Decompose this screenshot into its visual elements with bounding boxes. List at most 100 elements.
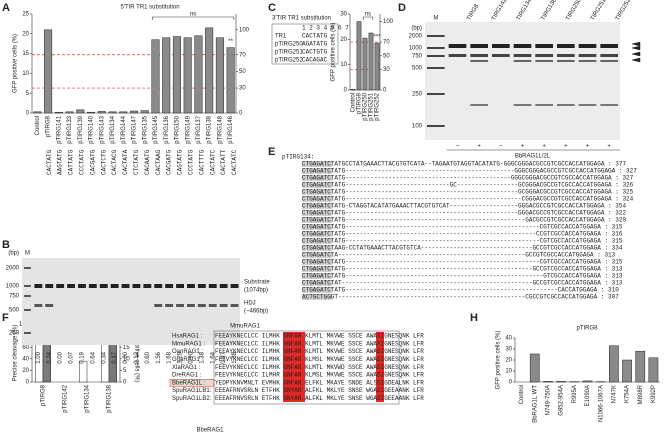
panel-label: C bbox=[268, 2, 276, 14]
ratio: 1.00 bbox=[36, 351, 42, 363]
band bbox=[67, 284, 75, 288]
alignment-row: CTGAGATCTATG----------------------------… bbox=[302, 266, 623, 273]
sequence: AAGTATG bbox=[57, 149, 64, 175]
bar bbox=[44, 29, 53, 114]
sequence: CACGATG bbox=[89, 149, 96, 175]
y-tick-label: 0 bbox=[26, 111, 30, 117]
band bbox=[187, 304, 195, 307]
column-highlight bbox=[376, 332, 384, 402]
band bbox=[197, 304, 206, 307]
band bbox=[492, 44, 510, 48]
band bbox=[197, 284, 206, 288]
highlight bbox=[302, 182, 332, 188]
y-axis-label: Precise cleavage (%) bbox=[13, 325, 19, 382]
sequence: CACTATC bbox=[209, 149, 216, 175]
x-tick-label: pTIRG140 bbox=[89, 115, 95, 143]
y2-tick-label: 0 bbox=[383, 88, 387, 94]
sign: + bbox=[586, 144, 590, 150]
x-tick-label: pTIRG142 bbox=[63, 384, 69, 412]
bar bbox=[119, 111, 128, 114]
x-tick-label: pTIRG134 bbox=[110, 115, 116, 143]
bar bbox=[609, 345, 619, 383]
ratio: 0.12 bbox=[134, 351, 140, 363]
x-tick-label: Control bbox=[35, 116, 41, 135]
y2-tick-label: 70 bbox=[383, 40, 390, 46]
inset-seq: CACTGTG bbox=[302, 49, 328, 56]
inset-name: pTIRG250 bbox=[275, 42, 303, 48]
x-tick-label: Control bbox=[351, 93, 357, 112]
bar bbox=[97, 111, 106, 114]
ratio: 0.07 bbox=[69, 351, 75, 363]
lane-label: TIRG250 bbox=[565, 0, 583, 22]
x-tick-label: N1066-1067A bbox=[598, 385, 604, 422]
gel-label: Substrate bbox=[244, 280, 270, 286]
ladder-label: 1000 bbox=[6, 284, 20, 290]
inset-box bbox=[271, 23, 339, 65]
x-tick-label: K992P bbox=[651, 385, 657, 403]
bar bbox=[140, 110, 149, 114]
y-tick-label: 5 bbox=[26, 91, 30, 97]
highlight bbox=[302, 245, 332, 251]
x-tick-label: pTIRG143 bbox=[99, 115, 105, 143]
species: HsaRAG1 : bbox=[172, 334, 203, 340]
y-tick-label: 10 bbox=[340, 62, 347, 68]
alignment-row: CTGAGATCTAT-----------------------------… bbox=[302, 280, 623, 287]
band bbox=[492, 54, 510, 57]
band bbox=[578, 54, 597, 57]
alignment-row: CTGAGATCTAAG-CCTATGAAACTTACGTGTCA-------… bbox=[302, 245, 623, 252]
band bbox=[165, 304, 174, 307]
y-tick-label: 0 bbox=[344, 88, 348, 94]
species: XlaRAG1 : bbox=[172, 365, 201, 371]
ladder-label: 750 bbox=[9, 294, 20, 300]
band bbox=[219, 304, 228, 307]
y2-tick-label: 100 bbox=[383, 19, 394, 25]
band bbox=[535, 104, 553, 106]
ladder-band bbox=[427, 55, 445, 57]
lane-label: TIRG138 bbox=[541, 0, 559, 22]
sequence: CCCTATG bbox=[188, 149, 195, 175]
ladder-label: 500 bbox=[412, 66, 423, 72]
highlight bbox=[302, 259, 332, 265]
y-tick-label: 20 bbox=[340, 37, 347, 43]
annotation: *** bbox=[373, 35, 381, 41]
band bbox=[513, 54, 532, 57]
alignment-row: CTGAGATCTATG----------------------------… bbox=[302, 189, 634, 196]
alignment-seq: EEEAFRNVSRLN ETFHK GNYAR ALFKL MKLYE SNS… bbox=[215, 387, 424, 394]
inset-seq: CACTATG bbox=[302, 33, 328, 40]
band bbox=[513, 104, 532, 106]
sequence: CACTATA bbox=[122, 149, 129, 175]
lane-label: TIRG8 bbox=[466, 3, 480, 22]
ratio: 1.56 bbox=[156, 351, 162, 363]
bar bbox=[622, 359, 632, 383]
bar bbox=[87, 111, 96, 114]
band bbox=[513, 44, 532, 48]
bar bbox=[108, 111, 117, 114]
sign: − bbox=[499, 144, 503, 150]
sign: + bbox=[477, 144, 481, 150]
band bbox=[176, 284, 184, 288]
sequence: CACTAAG bbox=[155, 149, 162, 175]
y-tick-label: 20 bbox=[22, 31, 29, 37]
band bbox=[470, 60, 488, 62]
species: MmuRAG1 : bbox=[172, 341, 205, 347]
sign: − bbox=[456, 144, 460, 150]
bar bbox=[33, 111, 42, 114]
ladder-band bbox=[427, 35, 445, 37]
y-tick-label: 30 bbox=[340, 12, 347, 18]
x-tick-label: pTIRG136 bbox=[164, 115, 170, 143]
x-tick-label: N749-750A bbox=[546, 385, 552, 415]
x-tick-label: pTIRG8 bbox=[357, 92, 363, 114]
bp-label: (bp) bbox=[8, 251, 19, 257]
y-tick-label: 30 bbox=[505, 347, 512, 353]
y-tick-label: 20 bbox=[22, 368, 29, 374]
band bbox=[535, 54, 553, 57]
bar bbox=[374, 42, 380, 91]
ladder-band bbox=[24, 295, 31, 297]
chart-title: 3'TIR TR1 substitution bbox=[272, 16, 331, 22]
ladder-label: 100 bbox=[412, 124, 423, 130]
y-tick-label: 20 bbox=[505, 358, 512, 364]
x-tick-label: pTIRG139 bbox=[78, 115, 84, 143]
alignment-row: CTGAGATCTATG-CTAGGTACATATGAAACTTACGTGTCA… bbox=[302, 203, 626, 210]
marker-label: M bbox=[433, 16, 438, 22]
highlight bbox=[302, 189, 332, 195]
